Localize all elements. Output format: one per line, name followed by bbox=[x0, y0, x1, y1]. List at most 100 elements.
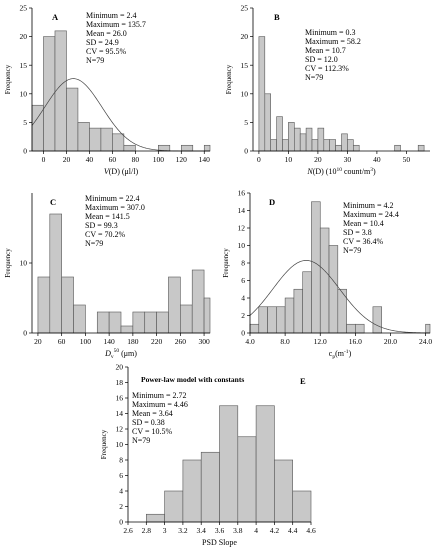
y-tick-label: 15 bbox=[20, 61, 28, 70]
histogram-bar bbox=[156, 311, 169, 334]
stats-line: N=79 bbox=[343, 246, 361, 255]
x-tick-label: 3 bbox=[163, 526, 167, 535]
y-tick-label: 20 bbox=[20, 32, 28, 41]
stats-line: Minimum = 2.72 bbox=[132, 391, 187, 400]
histogram-bar bbox=[293, 288, 303, 334]
histogram-bar bbox=[132, 311, 146, 334]
y-tick-label: 8 bbox=[119, 456, 123, 465]
x-tick-label: 20 bbox=[34, 337, 42, 346]
stats-line: CV = 10.5% bbox=[132, 427, 172, 436]
x-tick-label: 100 bbox=[153, 155, 165, 164]
y-tick-label: 5 bbox=[244, 118, 248, 127]
histogram-bar bbox=[372, 306, 383, 334]
x-tick-label: 260 bbox=[175, 337, 187, 346]
histogram-bar bbox=[311, 139, 319, 152]
histogram-bar bbox=[270, 139, 277, 152]
histogram-bar bbox=[66, 87, 79, 152]
x-tick-label: 4 bbox=[254, 526, 258, 535]
histogram-bar bbox=[319, 227, 330, 334]
histogram-bar bbox=[288, 122, 295, 152]
histogram-bar bbox=[200, 451, 220, 523]
histogram-bar bbox=[203, 297, 211, 334]
y-tick-label: 0 bbox=[244, 147, 248, 156]
stats-line: CV = 36.4% bbox=[343, 237, 383, 246]
histogram-bar bbox=[43, 36, 56, 152]
histogram-bar bbox=[100, 127, 113, 152]
y-tick-label: 10 bbox=[20, 89, 28, 98]
histogram-bar bbox=[311, 201, 321, 334]
x-tick-label: 30 bbox=[344, 155, 352, 164]
y-tick-label: 18 bbox=[116, 378, 124, 387]
histogram-bar bbox=[168, 276, 181, 334]
histogram-bar bbox=[249, 323, 260, 334]
y-axis-label: Frequency bbox=[222, 248, 230, 278]
x-tick-label: 80 bbox=[132, 155, 140, 164]
x-tick-label: 10 bbox=[285, 155, 293, 164]
y-tick-label: 15 bbox=[241, 61, 249, 70]
histogram-bar bbox=[112, 133, 125, 152]
panel-label: C bbox=[50, 197, 56, 207]
histogram-bar bbox=[302, 271, 312, 334]
histogram-bar bbox=[394, 144, 401, 152]
histogram-bar bbox=[191, 269, 205, 334]
histogram-bar bbox=[299, 133, 307, 152]
x-tick-label: 140 bbox=[199, 155, 211, 164]
x-tick-label: 60 bbox=[58, 337, 66, 346]
y-tick-label: 25 bbox=[241, 4, 249, 13]
x-tick-label: 2.6 bbox=[123, 526, 133, 535]
histogram-bar bbox=[267, 306, 277, 334]
x-axis-label: Dv50 (μm) bbox=[104, 348, 137, 360]
histogram-bar bbox=[96, 311, 110, 334]
stats-line: Maximum = 24.4 bbox=[343, 210, 399, 219]
histogram-bar bbox=[49, 213, 62, 334]
x-tick-label: 2.8 bbox=[142, 526, 152, 535]
histogram-bar bbox=[276, 116, 283, 152]
y-tick-label: 0 bbox=[23, 329, 27, 338]
y-tick-label: 10 bbox=[116, 440, 124, 449]
stats-line: SD = 24.9 bbox=[86, 38, 119, 47]
stats-line: CV = 112.3% bbox=[305, 64, 349, 73]
y-tick-label: 2 bbox=[241, 311, 245, 320]
panel-c: 20 60 100 140 180 220 260 300 0 10 Frequency Dv50 (… bbox=[4, 193, 211, 360]
x-tick-label: 0 bbox=[42, 155, 46, 164]
normal-fit-curve bbox=[249, 260, 431, 334]
panel-label: E bbox=[300, 376, 306, 386]
histogram-bar bbox=[144, 311, 157, 334]
histogram-bar bbox=[77, 122, 90, 152]
histogram-bar bbox=[352, 144, 360, 152]
histogram-bar bbox=[341, 133, 348, 152]
stats-line: Maximum = 58.2 bbox=[305, 37, 361, 46]
histogram-bar bbox=[346, 323, 356, 334]
histogram-bar bbox=[219, 405, 239, 523]
stats-line: CV = 95.5% bbox=[86, 47, 126, 56]
y-tick-label: 10 bbox=[241, 89, 249, 98]
histogram-bar bbox=[274, 459, 293, 523]
histogram-bar bbox=[317, 127, 325, 152]
histogram-bar bbox=[180, 144, 194, 152]
panel-d: 4.0 8.0 12.0 16.0 20.0 24.0 0 2 4 6 8 10 12 14 16 Frequ… bbox=[222, 189, 432, 360]
y-axis-label: Frequency bbox=[4, 64, 12, 94]
x-axis-label: PSD Slope bbox=[202, 538, 237, 547]
panel-label: D bbox=[269, 197, 275, 207]
x-tick-label: 180 bbox=[127, 337, 139, 346]
stats-line: Minimum = 4.2 bbox=[343, 201, 394, 210]
x-tick-label: 3.2 bbox=[178, 526, 188, 535]
y-axis-label: Frequency bbox=[4, 248, 12, 278]
stats-line: Maximum = 4.46 bbox=[132, 400, 188, 409]
stats-line: SD = 3.8 bbox=[343, 228, 372, 237]
y-tick-label: 10 bbox=[238, 241, 246, 250]
histogram-bar bbox=[329, 139, 336, 152]
x-tick-label: 20.0 bbox=[384, 337, 397, 346]
panel-b: 0 10 20 30 40 50 0 5 10 15 20 25 Frequency N(D) (1010… bbox=[225, 4, 430, 176]
panel-e: 2.6 2.8 3 3.2 3.4 3.6 3.8 4 4.2 4.4 4.6 0 2 4 6 8 10 12 14… bbox=[100, 363, 316, 547]
histogram-bar bbox=[61, 276, 74, 334]
stats-line: Mean = 3.64 bbox=[132, 409, 173, 418]
y-tick-label: 4 bbox=[241, 294, 245, 303]
stats-line: SD = 12.0 bbox=[305, 55, 338, 64]
y-tick-label: 6 bbox=[241, 276, 245, 285]
histogram-bar bbox=[282, 139, 289, 152]
stats-line: SD = 0.38 bbox=[132, 418, 165, 427]
x-tick-label: 100 bbox=[80, 337, 92, 346]
histogram-bar bbox=[276, 306, 286, 334]
y-axis-label: Frequency bbox=[225, 64, 233, 94]
